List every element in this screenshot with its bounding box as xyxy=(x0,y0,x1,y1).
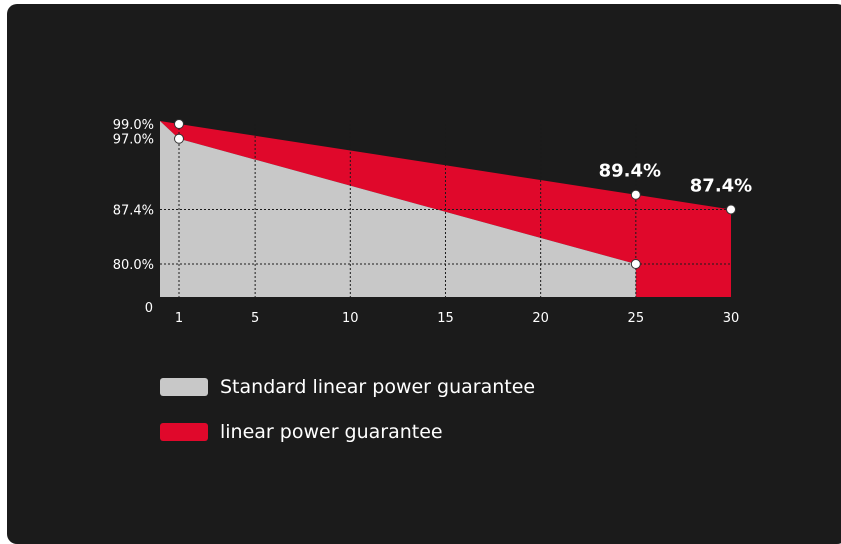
value-annotation: 89.4% xyxy=(599,161,661,182)
data-point xyxy=(630,259,641,269)
legend-item-standard: Standard linear power guarantee xyxy=(160,376,535,398)
data-point xyxy=(174,119,184,129)
y-tick-label: 0 xyxy=(145,301,153,316)
y-tick-label: 87.4% xyxy=(113,203,154,218)
value-annotation: 87.4% xyxy=(690,175,752,196)
legend-label-linear: linear power guarantee xyxy=(220,421,443,443)
legend-item-linear: linear power guarantee xyxy=(160,421,443,443)
x-tick-label: 15 xyxy=(437,311,454,326)
x-tick-label: 5 xyxy=(251,311,259,326)
x-tick-label: 20 xyxy=(532,311,549,326)
x-tick-label: 1 xyxy=(175,311,183,326)
legend-swatch-linear xyxy=(160,423,208,441)
data-point xyxy=(630,189,641,200)
data-point xyxy=(174,133,184,144)
data-point xyxy=(726,204,736,215)
x-tick-label: 30 xyxy=(723,311,740,326)
y-tick-label: 99.0% xyxy=(113,118,154,133)
legend-swatch-standard xyxy=(160,378,208,396)
x-tick-label: 25 xyxy=(628,311,645,326)
y-tick-label: 80.0% xyxy=(113,258,154,273)
x-tick-label: 10 xyxy=(342,311,359,326)
y-tick-label: 97.0% xyxy=(113,133,154,148)
legend-label-standard: Standard linear power guarantee xyxy=(220,376,536,398)
